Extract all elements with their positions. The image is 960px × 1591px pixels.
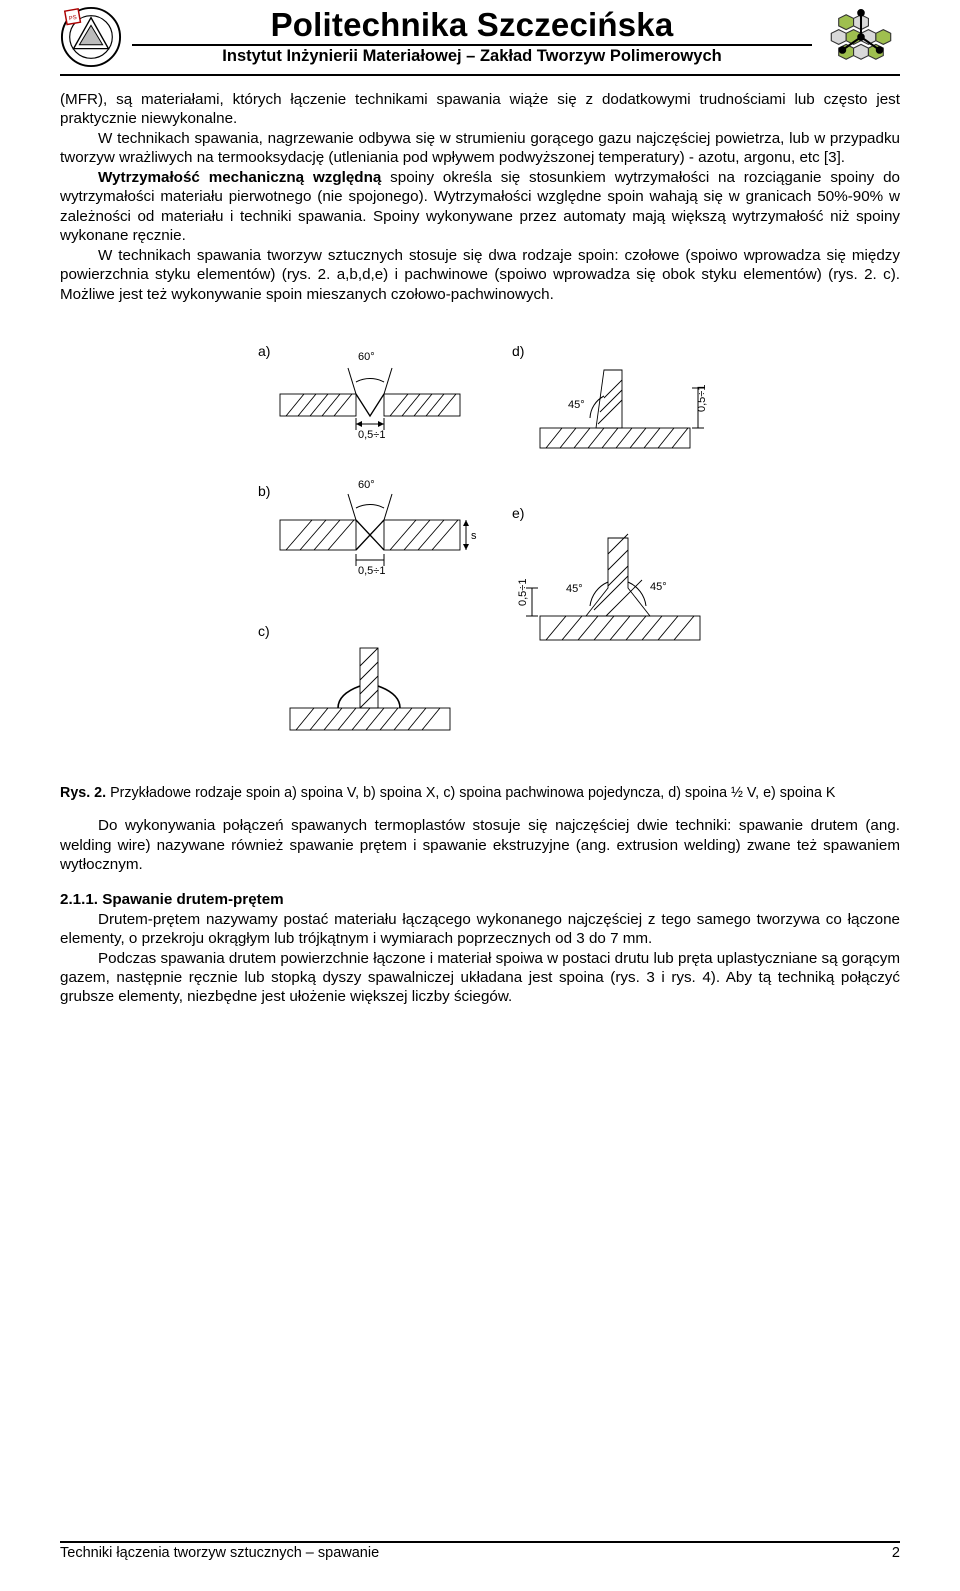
fig-a-dim: 0,5÷1 (358, 429, 385, 441)
fig-e-group: 45° 45° 0,5÷1 (517, 534, 700, 640)
fig-e-angle-right: 45° (650, 581, 667, 593)
page-footer: Techniki łączenia tworzyw sztucznych – s… (60, 1541, 900, 1561)
footer-left: Techniki łączenia tworzyw sztucznych – s… (60, 1545, 379, 1561)
header-center: Politechnika Szczecińska Instytut Inżyni… (132, 8, 812, 67)
fig-b-angle: 60° (358, 479, 375, 491)
content-area: (MFR), są materiałami, których łączenie … (60, 90, 900, 1511)
fig-e-dim: 0,5÷1 (517, 579, 529, 606)
fig-label-d: d) (512, 343, 524, 359)
fig-c-group (290, 648, 450, 730)
fig-d-dim: 0,5÷1 (696, 385, 708, 412)
fig-b-dim: 0,5÷1 (358, 565, 385, 577)
fig-label-b: b) (258, 483, 270, 499)
university-seal-icon: PS (60, 6, 122, 68)
caption-text: Przykładowe rodzaje spoin a) spoina V, b… (106, 785, 835, 801)
weld-types-diagram: a) (250, 332, 710, 762)
page: PS Politechnika Szczecińska Instytut Inż… (0, 0, 960, 1591)
paragraph-5: Do wykonywania połączeń spawanych termop… (60, 816, 900, 874)
figure-2-caption: Rys. 2. Przykładowe rodzaje spoin a) spo… (60, 784, 900, 802)
section-heading-211: 2.1.1. Spawanie drutem-prętem (60, 891, 900, 908)
institute-subtitle: Instytut Inżynierii Materiałowej – Zakła… (132, 47, 812, 66)
footer-page-number: 2 (892, 1545, 900, 1561)
fig-a-angle: 60° (358, 351, 375, 363)
fig-e-angle-left: 45° (566, 583, 583, 595)
page-header: PS Politechnika Szczecińska Instytut Inż… (60, 0, 900, 76)
paragraph-3-bold: Wytrzymałość mechaniczną względną (98, 169, 381, 186)
header-top-row: PS Politechnika Szczecińska Instytut Inż… (60, 0, 900, 70)
fig-b-group: 60° s 0,5÷1 (280, 479, 477, 577)
header-sub-wrap: Instytut Inżynierii Materiałowej – Zakła… (132, 44, 812, 66)
fig-label-a: a) (258, 343, 270, 359)
polymer-hex-icon (822, 9, 900, 65)
fig-d-group: 45° 0,5÷1 (540, 370, 708, 448)
university-title: Politechnika Szczecińska (132, 8, 812, 43)
fig-label-c: c) (258, 623, 270, 639)
paragraph-1: (MFR), są materiałami, których łączenie … (60, 90, 900, 129)
caption-label: Rys. 2. (60, 785, 106, 801)
fig-b-s: s (471, 530, 477, 542)
fig-d-angle: 45° (568, 399, 585, 411)
paragraph-4: W technikach spawania tworzyw sztucznych… (60, 246, 900, 304)
fig-a-group: 60° 0,5÷1 (280, 351, 460, 441)
fig-label-e: e) (512, 505, 524, 521)
paragraph-3: Wytrzymałość mechaniczną względną spoiny… (60, 168, 900, 246)
paragraph-6: Drutem-prętem nazywamy postać materiału … (60, 910, 900, 949)
paragraph-7: Podczas spawania drutem powierzchnie łąc… (60, 949, 900, 1007)
figure-2: a) (60, 332, 900, 762)
paragraph-2: W technikach spawania, nagrzewanie odbyw… (60, 129, 900, 168)
